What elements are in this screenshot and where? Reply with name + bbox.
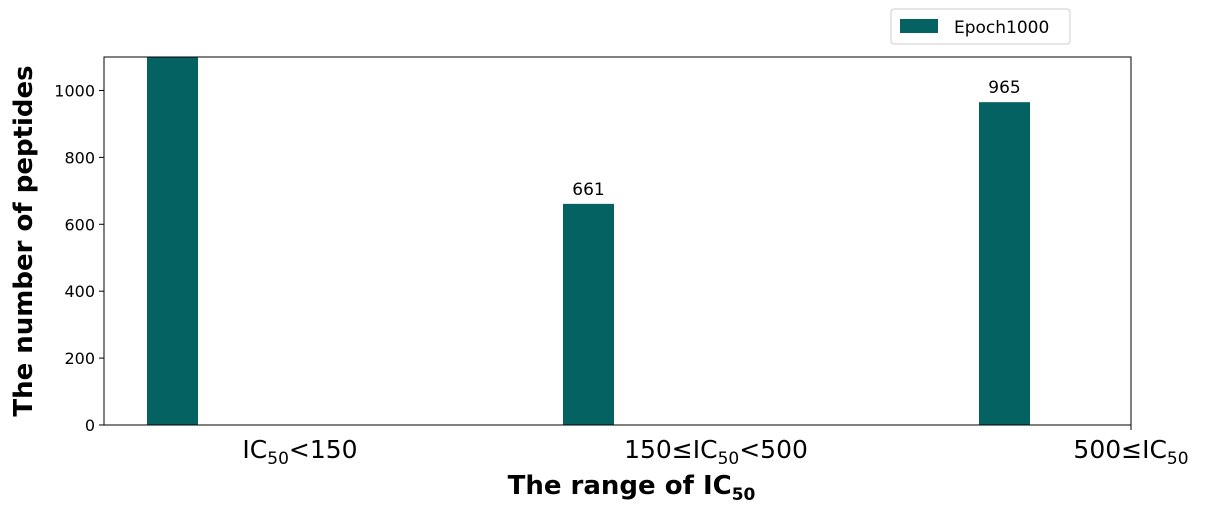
- y-axis-ticks: 0 200 400 600 800 1000: [54, 81, 104, 435]
- legend: Epoch1000: [890, 8, 1071, 45]
- bar-value-label-2: 661: [572, 180, 604, 200]
- bars-layer: [147, 57, 1030, 425]
- x-axis-label-main: The range of IC: [508, 471, 732, 501]
- bar-2: [563, 203, 614, 425]
- legend-swatch: [900, 19, 938, 33]
- x-axis-label: The range of IC50: [508, 471, 756, 505]
- x-tick-label: 500≤IC50: [1073, 435, 1188, 469]
- bar-labels-layer: 661 965: [572, 78, 1020, 200]
- bar-value-label-3: 965: [988, 78, 1020, 98]
- legend-frame: [890, 8, 1071, 45]
- x-axis-label-subscript: 50: [732, 485, 756, 505]
- x-tick-label: IC50<150: [242, 435, 357, 469]
- x-axis-ticks: IC50<150 150≤IC50<500 500≤IC50: [242, 425, 1189, 469]
- y-tick-label: 800: [64, 148, 95, 167]
- bar-1: [147, 57, 198, 425]
- y-tick-label: 1000: [54, 81, 95, 100]
- y-tick-label: 400: [64, 282, 95, 301]
- bar-3: [979, 102, 1030, 425]
- y-tick-label: 0: [85, 416, 95, 435]
- y-axis-label: The number of peptides: [9, 65, 39, 416]
- y-tick-label: 600: [64, 215, 95, 234]
- y-tick-label: 200: [64, 349, 95, 368]
- x-tick-label: 150≤IC50<500: [624, 435, 808, 469]
- plot-area-frame: [103, 56, 1132, 426]
- legend-entry-label: Epoch1000: [954, 18, 1049, 38]
